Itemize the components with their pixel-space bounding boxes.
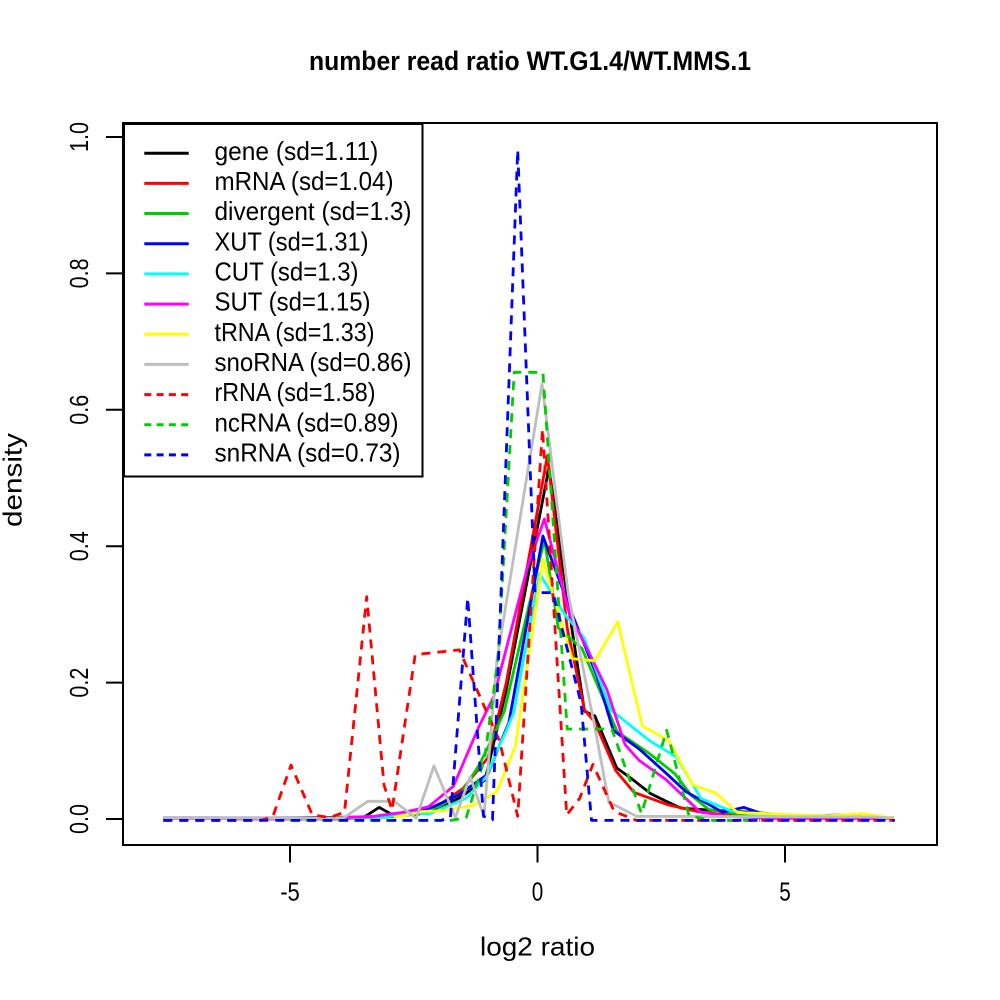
svg-text:number read ratio WT.G1.4/WT.M: number read ratio WT.G1.4/WT.MMS.1 bbox=[309, 46, 751, 76]
svg-text:1.0: 1.0 bbox=[64, 122, 94, 152]
svg-text:ncRNA (sd=0.89): ncRNA (sd=0.89) bbox=[215, 407, 399, 437]
svg-text:divergent (sd=1.3): divergent (sd=1.3) bbox=[215, 196, 412, 226]
svg-text:XUT (sd=1.31): XUT (sd=1.31) bbox=[215, 226, 369, 256]
svg-text:gene (sd=1.11): gene (sd=1.11) bbox=[215, 136, 379, 166]
svg-text:0.8: 0.8 bbox=[64, 258, 94, 288]
svg-text:0.4: 0.4 bbox=[64, 531, 94, 561]
svg-text:0.0: 0.0 bbox=[64, 804, 94, 834]
svg-text:log2 ratio: log2 ratio bbox=[480, 932, 595, 962]
svg-text:SUT (sd=1.15): SUT (sd=1.15) bbox=[215, 287, 371, 317]
svg-text:0.6: 0.6 bbox=[64, 395, 94, 425]
svg-text:mRNA (sd=1.04): mRNA (sd=1.04) bbox=[215, 166, 394, 196]
svg-text:CUT (sd=1.3): CUT (sd=1.3) bbox=[215, 257, 359, 287]
svg-text:0: 0 bbox=[532, 877, 544, 907]
svg-text:-5: -5 bbox=[280, 877, 300, 907]
svg-text:snoRNA (sd=0.86): snoRNA (sd=0.86) bbox=[215, 347, 412, 377]
svg-text:density: density bbox=[0, 433, 28, 527]
svg-text:0.2: 0.2 bbox=[64, 668, 94, 698]
svg-text:5: 5 bbox=[779, 877, 791, 907]
svg-text:snRNA (sd=0.73): snRNA (sd=0.73) bbox=[215, 438, 401, 468]
svg-text:rRNA (sd=1.58): rRNA (sd=1.58) bbox=[215, 377, 376, 407]
svg-text:tRNA (sd=1.33): tRNA (sd=1.33) bbox=[215, 317, 375, 347]
